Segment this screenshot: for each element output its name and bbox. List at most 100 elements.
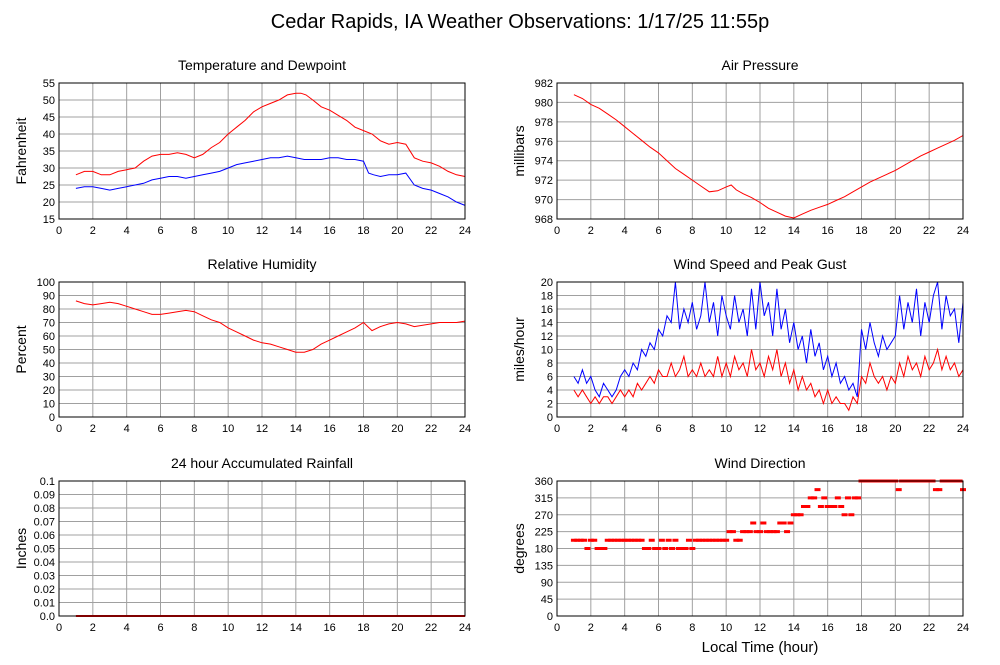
wind-direction-point bbox=[777, 521, 784, 525]
wind-direction-point bbox=[770, 530, 777, 534]
wind-direction-point bbox=[631, 538, 638, 542]
wind-speed-and-peak-gust-y-tick-label: 6 bbox=[547, 372, 553, 384]
wind-direction-point bbox=[733, 538, 740, 542]
air-pressure-y-tick-label: 972 bbox=[535, 175, 553, 187]
24-hour-accumulated-rainfall-y-tick-label: 0.03 bbox=[34, 571, 55, 583]
air-pressure-title: Air Pressure bbox=[721, 57, 798, 73]
wind-direction-title: Wind Direction bbox=[714, 455, 805, 471]
temperature-and-dewpoint-x-tick-label: 12 bbox=[256, 225, 268, 237]
temperature-and-dewpoint-y-tick-label: 35 bbox=[43, 146, 55, 158]
temperature-and-dewpoint-x-tick-label: 18 bbox=[357, 225, 369, 237]
relative-humidity-y-tick-label: 60 bbox=[43, 331, 55, 343]
wind-direction-point bbox=[621, 538, 628, 542]
air-pressure-x-tick-label: 24 bbox=[957, 225, 969, 237]
relative-humidity-y-tick-label: 50 bbox=[43, 345, 55, 357]
wind-direction-point bbox=[611, 538, 618, 542]
wind-direction-point bbox=[628, 538, 635, 542]
relative-humidity-y-tick-label: 70 bbox=[43, 318, 55, 330]
temperature-and-dewpoint-y-tick-label: 25 bbox=[43, 180, 55, 192]
wind-direction-point bbox=[652, 547, 659, 550]
relative-humidity-title: Relative Humidity bbox=[208, 256, 317, 272]
wind-direction-point bbox=[760, 521, 767, 525]
wind-direction-x-tick-label: 20 bbox=[889, 622, 901, 634]
relative-humidity-x-tick-label: 20 bbox=[391, 423, 403, 435]
relative-humidity-y-tick-label: 90 bbox=[43, 291, 55, 303]
wind-direction-x-tick-label: 0 bbox=[554, 622, 560, 634]
relative-humidity-x-tick-label: 12 bbox=[256, 423, 268, 435]
wind-direction-point bbox=[587, 538, 594, 542]
temperature-and-dewpoint-x-tick-label: 20 bbox=[391, 225, 403, 237]
air-pressure-plot-frame bbox=[556, 82, 964, 220]
temperature-and-dewpoint-plot-frame bbox=[58, 82, 466, 220]
wind-direction-point bbox=[855, 496, 862, 500]
wind-direction-point bbox=[723, 538, 730, 542]
wind-speed-and-peak-gust-x-tick-label: 0 bbox=[554, 423, 560, 435]
wind-direction-point bbox=[645, 547, 652, 550]
24-hour-accumulated-rainfall-y-tick-label: 0.1 bbox=[40, 476, 55, 488]
wind-direction-point bbox=[780, 521, 787, 525]
temperature-and-dewpoint-y-axis-label: Fahrenheit bbox=[13, 117, 29, 184]
wind-speed-and-peak-gust-y-tick-label: 20 bbox=[541, 277, 553, 289]
wind-speed-and-peak-gust-x-tick-label: 8 bbox=[689, 423, 695, 435]
wind-direction-point bbox=[719, 538, 726, 542]
wind-direction-point bbox=[753, 530, 760, 534]
24-hour-accumulated-rainfall-x-tick-label: 4 bbox=[124, 622, 130, 634]
wind-direction-point bbox=[658, 538, 665, 542]
wind-direction-y-axis-label: degrees bbox=[511, 523, 527, 574]
24-hour-accumulated-rainfall-y-tick-label: 0.08 bbox=[34, 503, 55, 515]
wind-direction-point bbox=[729, 530, 736, 534]
wind-direction-point bbox=[608, 538, 615, 542]
temperature-and-dewpoint-x-tick-label: 10 bbox=[222, 225, 234, 237]
air-pressure-x-tick-label: 18 bbox=[855, 225, 867, 237]
wind-direction-point bbox=[838, 505, 845, 508]
wind-direction-point bbox=[817, 505, 824, 508]
temperature-and-dewpoint-x-tick-label: 8 bbox=[191, 225, 197, 237]
24-hour-accumulated-rainfall-x-tick-label: 8 bbox=[191, 622, 197, 634]
wind-direction-point bbox=[807, 496, 814, 500]
air-pressure-x-tick-label: 20 bbox=[889, 225, 901, 237]
wind-direction-x-tick-label: 14 bbox=[788, 622, 800, 634]
wind-direction-point bbox=[841, 513, 848, 517]
wind-direction-y-tick-label: 315 bbox=[535, 493, 553, 505]
wind-speed-and-peak-gust-y-tick-label: 2 bbox=[547, 399, 553, 411]
wind-speed-and-peak-gust-x-tick-label: 18 bbox=[855, 423, 867, 435]
24-hour-accumulated-rainfall-x-tick-label: 2 bbox=[90, 622, 96, 634]
page-title: Cedar Rapids, IA Weather Observations: 1… bbox=[271, 11, 769, 33]
wind-speed-and-peak-gust-title: Wind Speed and Peak Gust bbox=[674, 256, 847, 272]
24-hour-accumulated-rainfall-y-tick-label: 0.04 bbox=[34, 557, 55, 569]
relative-humidity-x-tick-label: 24 bbox=[459, 423, 471, 435]
wind-direction-y-tick-label: 225 bbox=[535, 527, 553, 539]
air-pressure-y-tick-label: 976 bbox=[535, 136, 553, 148]
wind-speed-and-peak-gust-x-tick-label: 14 bbox=[788, 423, 800, 435]
wind-speed-and-peak-gust-x-tick-label: 12 bbox=[754, 423, 766, 435]
wind-direction-point bbox=[679, 547, 686, 550]
wind-direction-point bbox=[824, 505, 831, 508]
relative-humidity-y-tick-label: 30 bbox=[43, 372, 55, 384]
wind-direction-point bbox=[591, 538, 598, 542]
wind-direction-point bbox=[702, 538, 709, 542]
wind-direction-point bbox=[851, 496, 858, 500]
wind-direction-point bbox=[655, 547, 662, 550]
wind-speed-and-peak-gust-y-tick-label: 14 bbox=[541, 318, 553, 330]
relative-humidity-y-tick-label: 20 bbox=[43, 385, 55, 397]
wind-speed-and-peak-gust-y-tick-label: 16 bbox=[541, 304, 553, 316]
wind-direction-point bbox=[794, 513, 801, 517]
24-hour-accumulated-rainfall-title: 24 hour Accumulated Rainfall bbox=[171, 455, 353, 471]
temperature-and-dewpoint-grid bbox=[59, 82, 466, 220]
temperature-and-dewpoint-y-tick-label: 30 bbox=[43, 163, 55, 175]
temperature-and-dewpoint-y-tick-label: 55 bbox=[43, 78, 55, 90]
temperature-and-dewpoint-x-tick-label: 0 bbox=[56, 225, 62, 237]
wind-speed-and-peak-gust-grid bbox=[557, 281, 964, 418]
air-pressure-x-tick-label: 14 bbox=[788, 225, 800, 237]
air-pressure-y-tick-label: 970 bbox=[535, 195, 553, 207]
wind-speed-and-peak-gust-x-tick-label: 10 bbox=[720, 423, 732, 435]
wind-direction-x-tick-label: 22 bbox=[923, 622, 935, 634]
wind-direction-point bbox=[821, 496, 828, 500]
air-pressure-x-tick-label: 16 bbox=[822, 225, 834, 237]
wind-direction-point bbox=[844, 496, 851, 500]
wind-direction-point bbox=[773, 530, 780, 534]
24-hour-accumulated-rainfall-y-tick-label: 0.0 bbox=[40, 611, 55, 623]
